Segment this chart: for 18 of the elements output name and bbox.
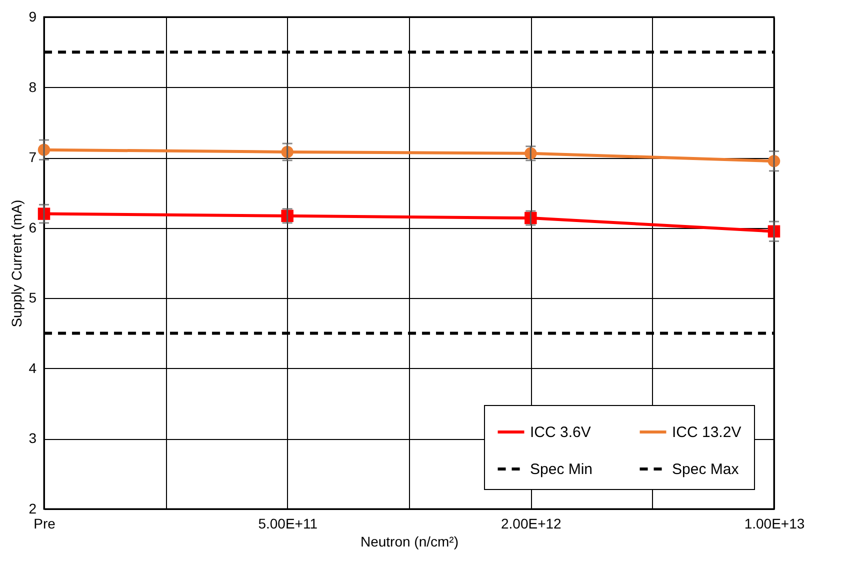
x-tick-label: Pre (34, 516, 56, 532)
y-tick-label: 4 (28, 360, 37, 376)
x-tick-label: 2.00E+12 (500, 516, 562, 532)
y-tick-label: 5 (28, 290, 37, 306)
legend-label: Spec Max (672, 461, 740, 478)
x-tick-label: 1.00E+13 (744, 516, 805, 532)
y-tick-label: 6 (28, 219, 37, 236)
y-tick-label: 2 (28, 500, 37, 516)
legend-label: ICC 3.6V (530, 424, 591, 441)
legend-label: ICC 13.2V (672, 424, 742, 441)
x-tick-label: 5.00E+11 (258, 516, 318, 532)
y-tick-label: 8 (28, 78, 37, 95)
x-axis-title: Neutron (n/cm²) (360, 534, 459, 550)
legend-label: Spec Min (530, 461, 593, 478)
y-tick-label: 7 (28, 149, 37, 166)
y-axis-title: Supply Current (mA) (8, 200, 25, 328)
y-tick-label: 9 (28, 8, 37, 24)
y-tick-label: 3 (28, 430, 37, 446)
